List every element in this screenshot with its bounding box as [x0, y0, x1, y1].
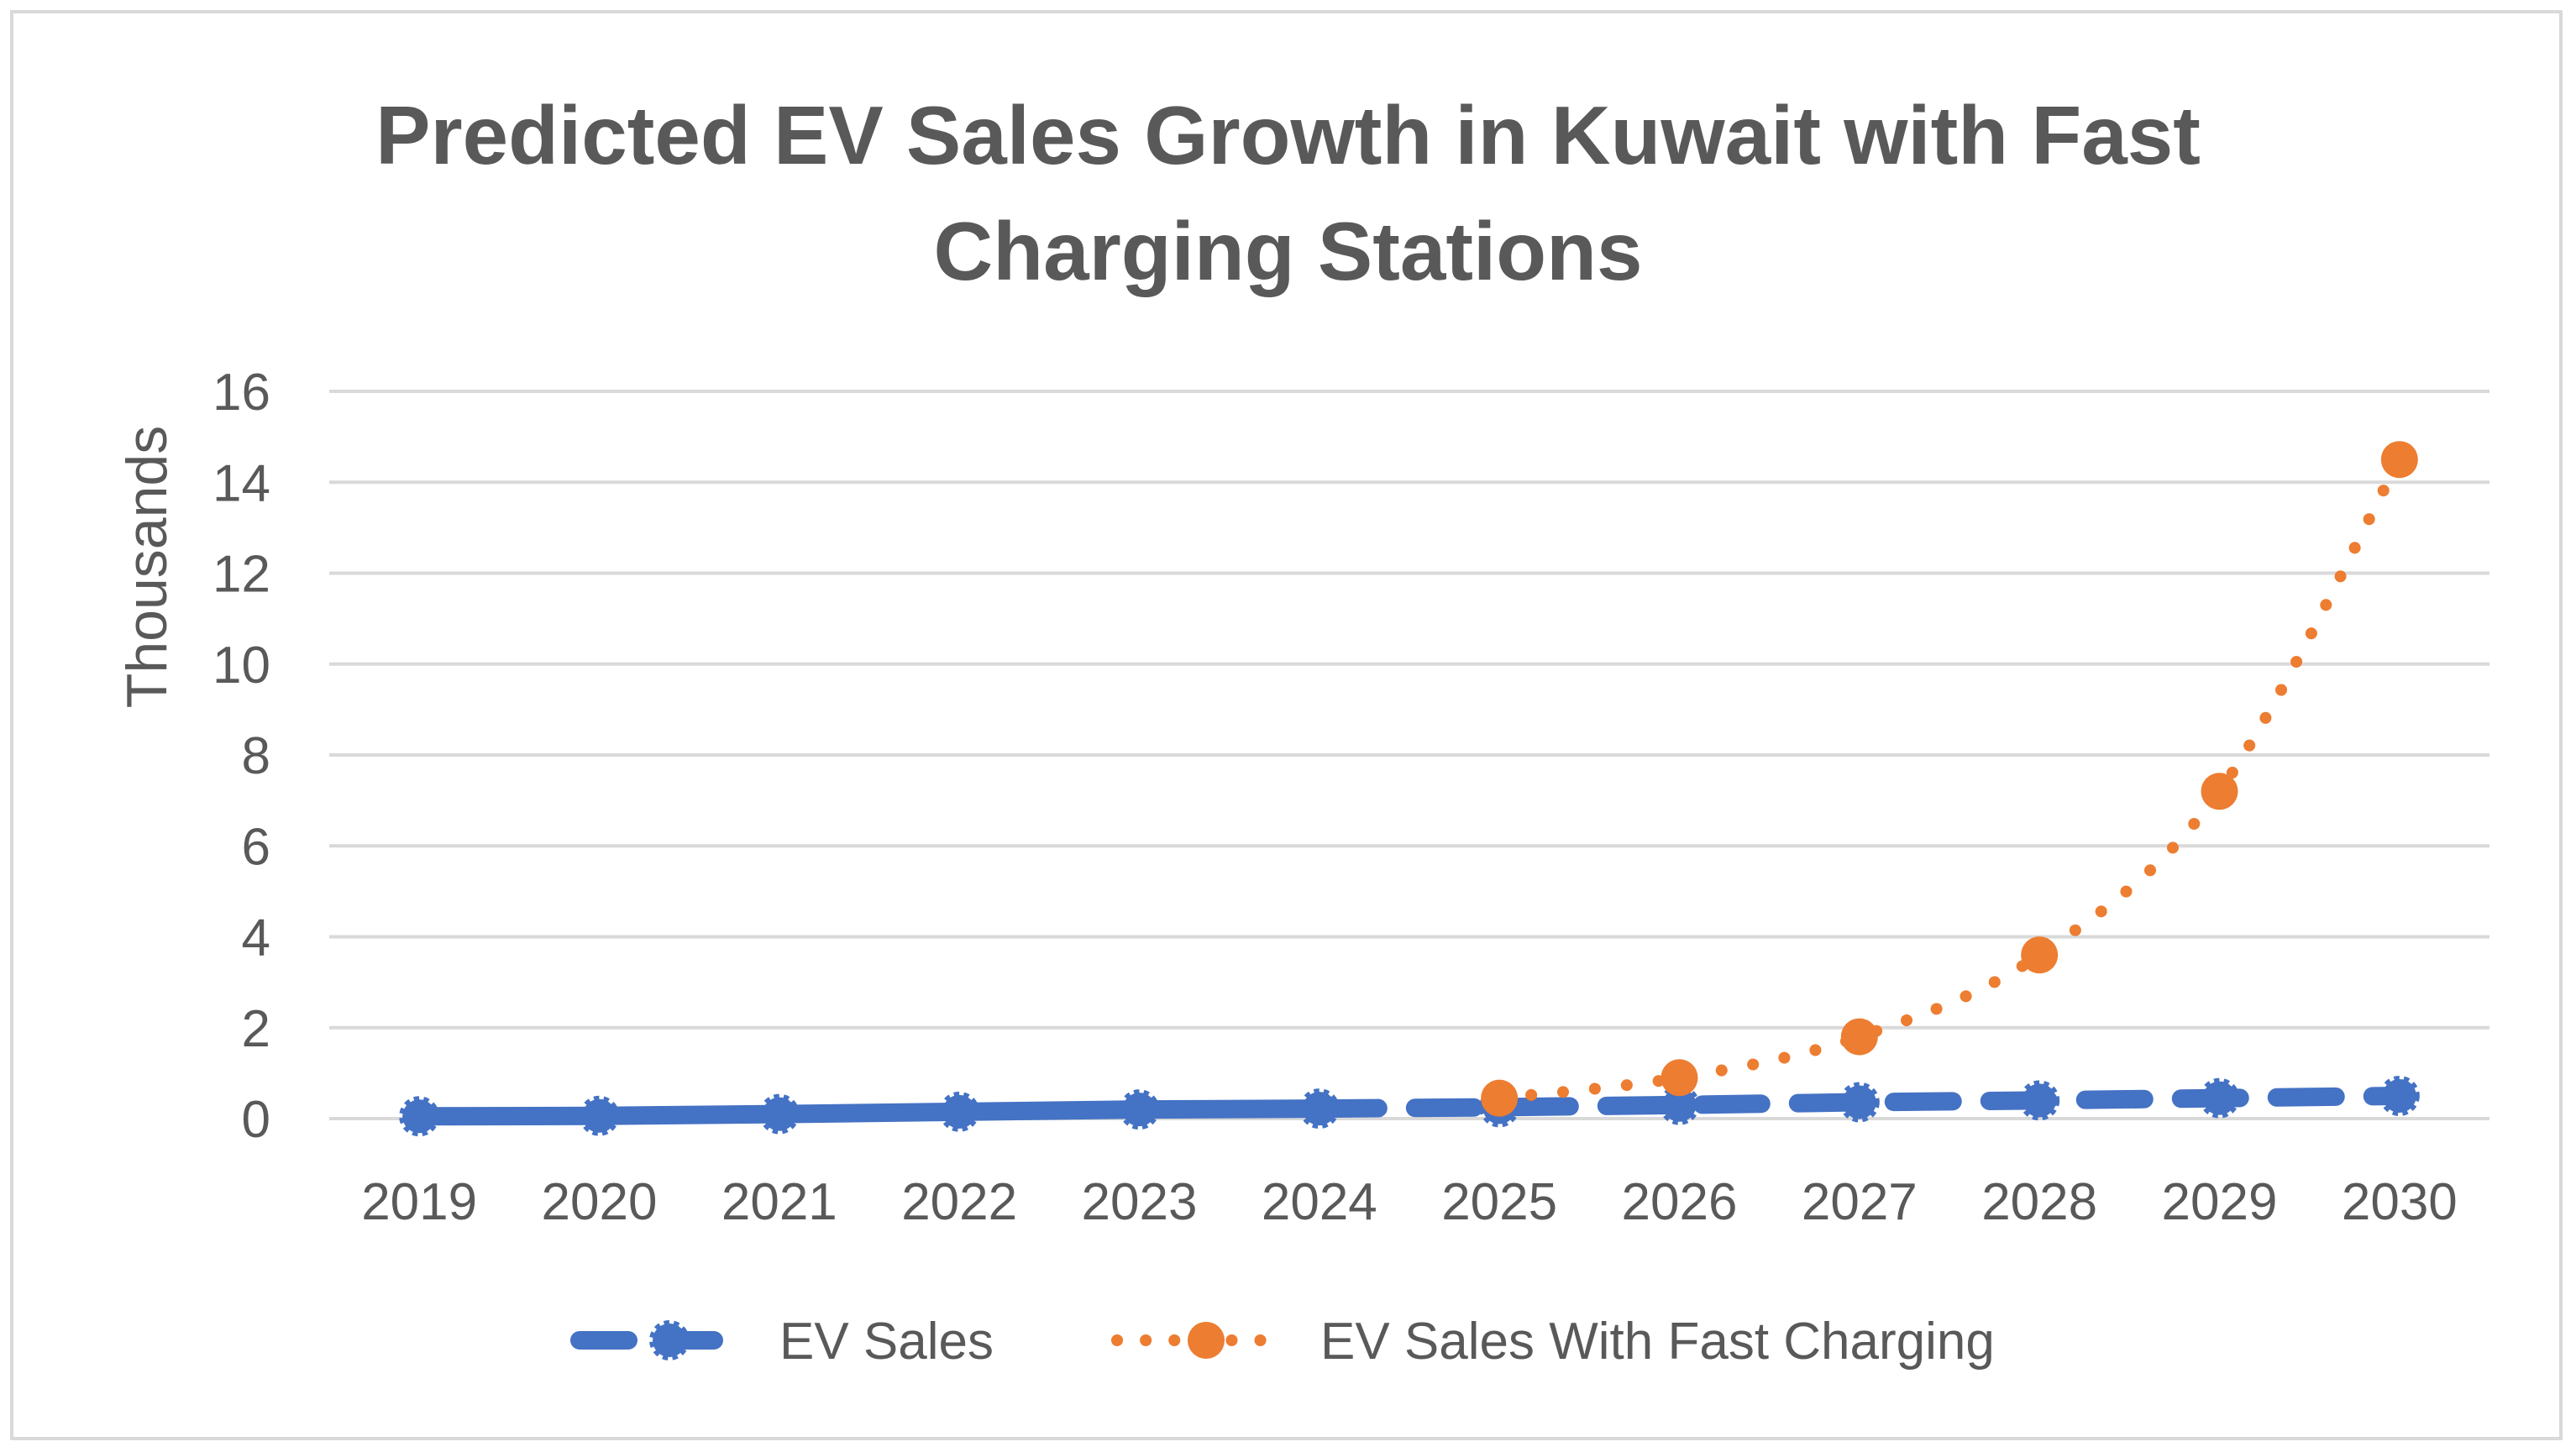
x-tick-label: 2026	[1622, 1173, 1738, 1231]
ev-sales-point-2022	[939, 1091, 980, 1132]
x-tick-label: 2029	[2162, 1173, 2278, 1231]
y-tick-label: 8	[242, 727, 270, 785]
x-tick-label: 2020	[542, 1173, 658, 1231]
x-tick-label: 2025	[1441, 1173, 1557, 1231]
ev-sales-point-2030	[2379, 1075, 2420, 1116]
ev-fast-charging-point-2025	[1481, 1079, 1519, 1117]
y-tick-label: 2	[242, 1000, 270, 1058]
ev-fast-charging-point-2026	[1660, 1059, 1698, 1097]
ev-sales-point-2020	[579, 1095, 620, 1136]
ev-fast-charging-point-2029	[2201, 773, 2238, 810]
ev-sales-point-2024	[1298, 1088, 1340, 1130]
ev-sales-point-2029	[2199, 1077, 2240, 1119]
ev-sales-point-2021	[758, 1093, 800, 1135]
y-tick-label: 10	[212, 637, 270, 695]
x-tick-label: 2023	[1082, 1173, 1198, 1231]
x-axis-ticks: 2019 2020 2021 2022 2023 2024 2025 2026 2027 2028…	[361, 1173, 2458, 1231]
x-tick-label: 2028	[1981, 1173, 2097, 1231]
legend-ev-sales-marker	[649, 1320, 690, 1360]
x-tick-label: 2021	[721, 1173, 837, 1231]
x-tick-label: 2027	[1802, 1173, 1918, 1231]
y-tick-label: 12	[212, 546, 270, 604]
gridlines	[329, 390, 2489, 1120]
x-tick-label: 2022	[901, 1173, 1017, 1231]
ev-sales-line-actual	[410, 1099, 1329, 1126]
chart-title-line-1: Predicted EV Sales Growth in Kuwait with…	[375, 89, 2201, 181]
ev-fast-charging-point-2030	[2380, 441, 2418, 479]
series-layer	[399, 441, 2420, 1137]
ev-fast-charging-line	[1493, 453, 2405, 1104]
y-axis-ticks: 0 2 4 6 8 10 12 14 16	[212, 364, 270, 1149]
ev-sales-point-2019	[399, 1096, 440, 1137]
ev-fast-charging-point-2028	[2021, 936, 2059, 974]
x-tick-label: 2024	[1262, 1173, 1377, 1231]
y-tick-label: 14	[212, 454, 270, 512]
legend-fast-charging-label: EV Sales With Fast Charging	[1320, 1313, 1995, 1371]
legend-fast-charging-marker	[1188, 1322, 1225, 1359]
y-tick-label: 6	[242, 818, 270, 876]
chart-title: Predicted EV Sales Growth in Kuwait with…	[0, 77, 2576, 309]
chart-frame	[10, 10, 2563, 1440]
y-axis-title: Thousands	[115, 426, 179, 708]
legend-ev-sales-label: EV Sales	[779, 1313, 994, 1371]
legend: EV Sales EV Sales With Fast Charging	[570, 1313, 1995, 1371]
ev-fast-charging-point-2027	[1840, 1018, 1878, 1056]
y-tick-label: 0	[242, 1091, 270, 1149]
ev-sales-point-2023	[1119, 1089, 1160, 1130]
y-tick-label: 4	[242, 909, 270, 967]
x-tick-label: 2030	[2342, 1173, 2458, 1231]
ev-sales-point-2027	[1839, 1082, 1880, 1123]
x-tick-label: 2019	[361, 1173, 477, 1231]
y-tick-label: 16	[212, 364, 270, 422]
chart-title-line-2: Charging Stations	[933, 205, 1643, 297]
ev-sales-point-2028	[2019, 1080, 2060, 1121]
